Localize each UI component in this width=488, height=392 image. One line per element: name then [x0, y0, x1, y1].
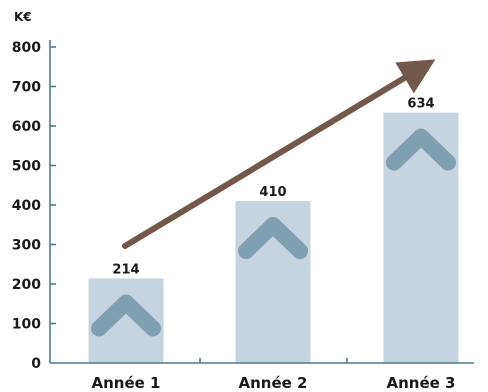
trend-group: [122, 59, 436, 249]
y-tick-label-100: 100: [12, 317, 41, 333]
y-tick-label-800: 800: [12, 40, 41, 56]
bar-3: [383, 112, 459, 363]
y-tick-label-700: 700: [12, 80, 41, 96]
data-label-3: 634: [407, 97, 434, 112]
y-axis-unit-label: K€: [14, 10, 32, 24]
data-label-2: 410: [259, 185, 286, 200]
trend-arrow: [122, 59, 436, 249]
y-tick-label-0: 0: [31, 356, 41, 372]
y-tick-label-400: 400: [12, 198, 41, 214]
y-tick-label-600: 600: [12, 119, 41, 135]
y-tick-label-200: 200: [12, 277, 41, 293]
chevron-up-icon: [91, 294, 161, 337]
chevrons-group: [91, 128, 456, 337]
y-tick-label-300: 300: [12, 238, 41, 254]
x-tick-label-2: Année 2: [239, 374, 308, 392]
axes-group: [49, 40, 474, 364]
labels-group: 214 Année 1 410 Année 2 634 Année 3 0 100 200 300…: [12, 40, 456, 392]
chevron-up-icon: [386, 128, 456, 171]
data-label-1: 214: [112, 262, 139, 277]
chevron-up-icon: [238, 217, 308, 260]
y-tick-label-500: 500: [12, 159, 41, 175]
x-tick-label-3: Année 3: [387, 374, 456, 392]
x-tick-label-1: Année 1: [92, 374, 161, 392]
